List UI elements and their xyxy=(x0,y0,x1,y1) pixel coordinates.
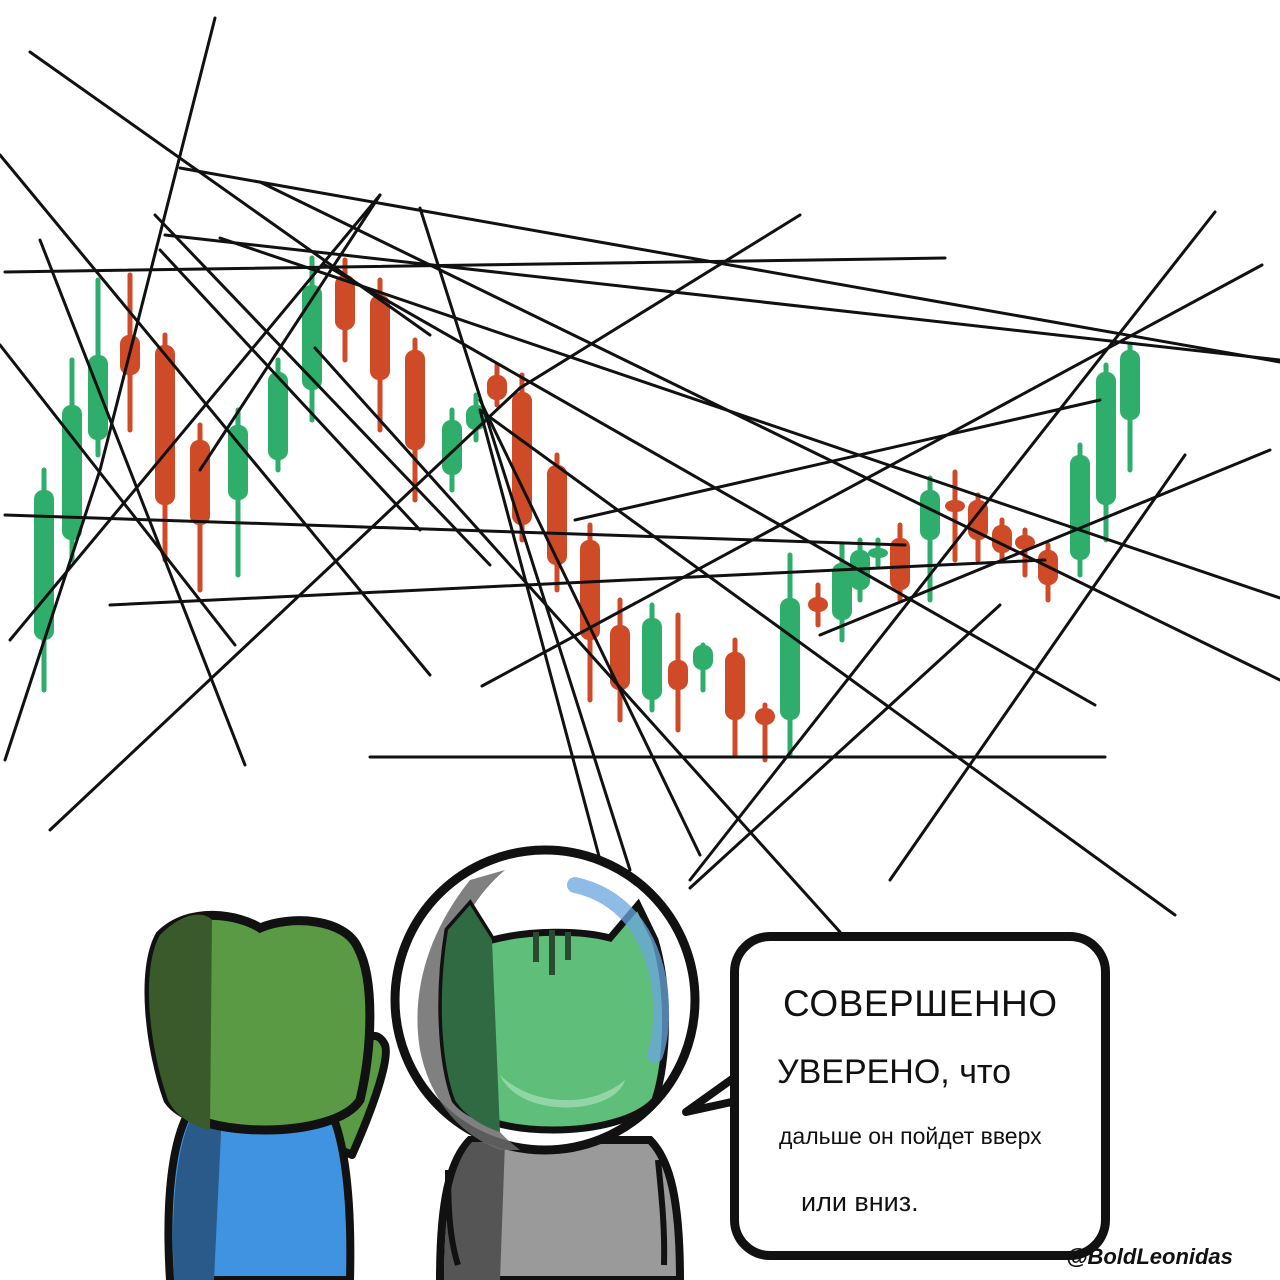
trend-line xyxy=(0,343,237,647)
bubble-text-line2: УВЕРЕНО, что xyxy=(777,1053,1012,1091)
trend-line xyxy=(478,408,1177,917)
candle-up xyxy=(62,405,82,540)
candle-down xyxy=(1015,535,1035,550)
trend-line xyxy=(478,408,602,862)
candle-down xyxy=(190,440,210,525)
trend-lines xyxy=(0,16,1280,934)
candle-down xyxy=(945,500,965,512)
candlesticks xyxy=(34,255,1140,763)
trend-line xyxy=(478,398,702,857)
trend-line xyxy=(888,453,1187,882)
trend-line xyxy=(48,386,522,832)
artist-signature: @BoldLeonidas xyxy=(1066,1244,1233,1269)
candle-down xyxy=(808,597,828,612)
candle-down xyxy=(335,275,355,330)
trend-line xyxy=(418,206,632,872)
candle-up xyxy=(920,490,940,540)
frog-character xyxy=(144,910,390,1280)
trend-line xyxy=(818,448,1272,637)
trend-line xyxy=(573,398,1102,522)
candle-down xyxy=(610,625,630,690)
candle-down xyxy=(668,660,688,690)
candle-down xyxy=(487,375,507,400)
candle-down xyxy=(725,652,745,720)
candle-up xyxy=(228,425,248,500)
bubble-text-line1: СОВЕРШЕННО xyxy=(783,983,1058,1024)
candle-up xyxy=(1120,350,1140,420)
candle-up xyxy=(34,490,54,640)
bubble-text-line3: дальше он пойдет вверх xyxy=(779,1123,1042,1149)
candle-down xyxy=(512,392,532,525)
trend-line xyxy=(480,263,1264,688)
candle-up xyxy=(642,618,662,700)
candle-up xyxy=(868,548,888,558)
trend-line xyxy=(153,213,492,567)
trend-line xyxy=(518,213,802,390)
candle-down xyxy=(155,345,175,505)
candle-down xyxy=(547,465,567,565)
candle-up xyxy=(1070,455,1090,560)
speech-bubble: СОВЕРШЕННО УВЕРЕНО, что дальше он пойдет… xyxy=(730,932,1110,1260)
candle-up xyxy=(1096,372,1116,505)
trend-line xyxy=(198,193,382,472)
trend-line xyxy=(178,166,1280,364)
candle-up xyxy=(268,372,288,460)
astronaut-cat-character xyxy=(390,845,700,1280)
candle-up xyxy=(832,563,852,620)
trend-line xyxy=(108,558,1047,607)
candle-up xyxy=(442,420,462,475)
candle-up xyxy=(302,285,322,390)
trend-line xyxy=(218,236,1280,600)
candle-down xyxy=(405,350,425,450)
candle-down xyxy=(370,295,390,380)
bubble-text-line4: или вниз. xyxy=(801,1187,919,1217)
trend-line xyxy=(3,256,947,274)
trend-line xyxy=(98,16,217,472)
candle-up xyxy=(693,645,713,670)
trend-line xyxy=(0,153,432,677)
trend-line xyxy=(688,603,1002,890)
trend-line xyxy=(8,193,382,642)
trend-line xyxy=(158,248,422,532)
candle-down xyxy=(890,538,910,590)
candle-down xyxy=(755,708,775,725)
trend-line xyxy=(688,210,1217,882)
trend-line xyxy=(163,233,1280,362)
trend-line xyxy=(313,346,842,934)
trend-line xyxy=(3,468,102,762)
candle-up xyxy=(780,598,800,720)
trend-line xyxy=(323,263,1097,707)
